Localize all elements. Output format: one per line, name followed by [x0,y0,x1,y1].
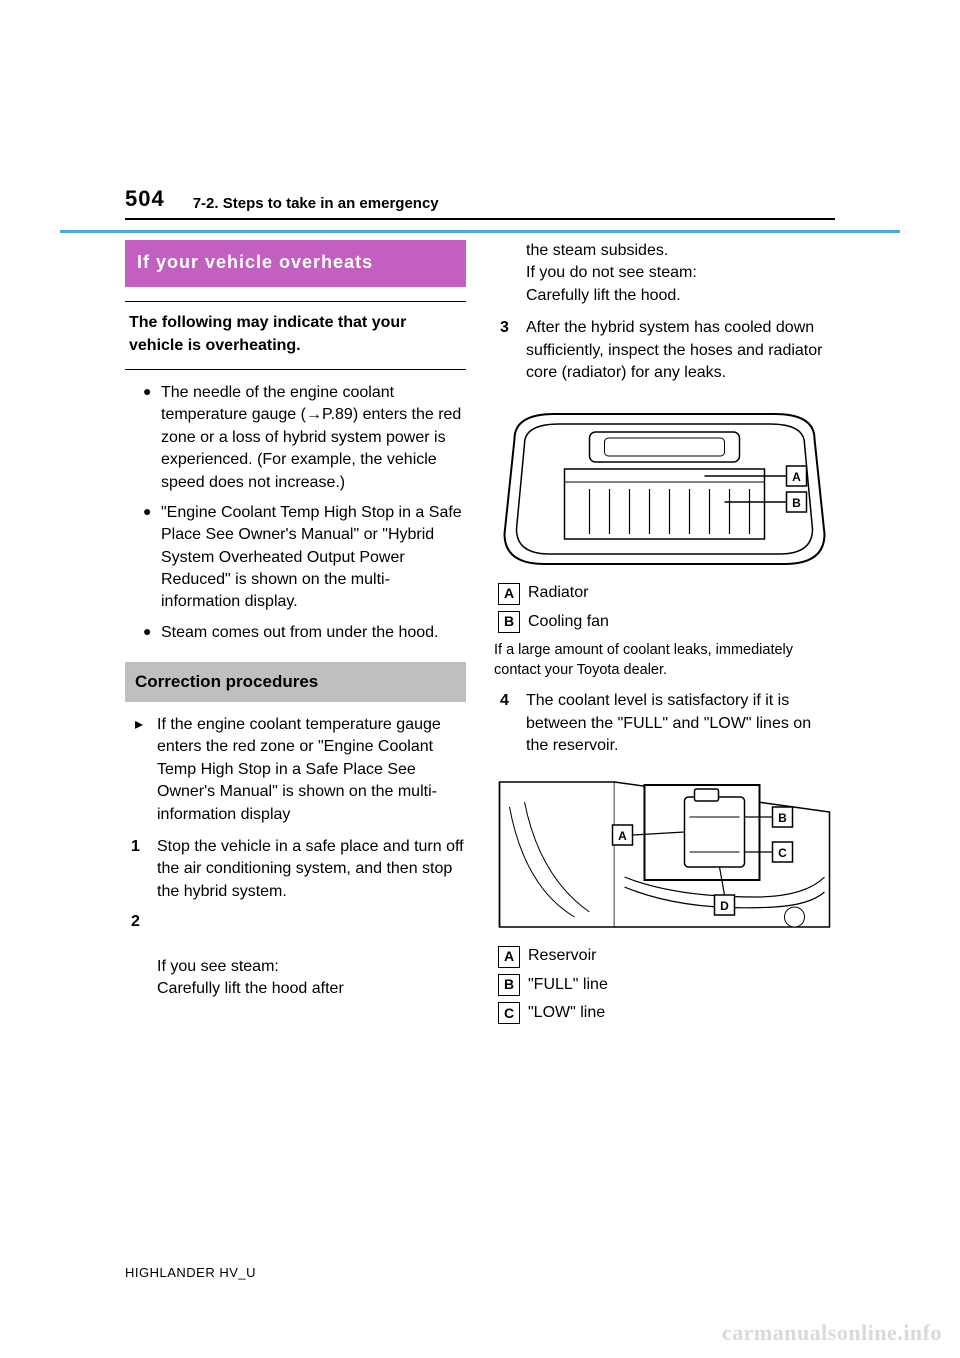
callout-box-letter: A [498,583,520,605]
reservoir-svg: A B C D [494,767,835,937]
step-4: 4 The coolant level is satisfactory if i… [494,690,835,757]
callout-label: Reservoir [528,945,596,967]
callout-box-letter: C [498,1002,520,1024]
leak-note: If a large amount of coolant leaks, imme… [494,641,835,680]
step-text: Stop the vehicle in a safe place and tur… [157,838,464,900]
callout-c2: C "LOW" line [494,1002,835,1024]
chapter-title: 7-2. Steps to take in an emergency [193,195,439,212]
step-number: 4 [500,690,509,712]
svg-text:B: B [778,811,787,825]
subheading-correction: Correction procedures [125,662,466,702]
step-3: 3 After the hybrid system has cooled dow… [494,317,835,384]
step-text: After the hybrid system has cooled down … [526,319,822,381]
step-number: 1 [131,836,140,858]
svg-text:A: A [618,829,627,843]
callout-box-letter: B [498,974,520,996]
callout-b: B Cooling fan [494,611,835,633]
page-header: 504 7-2. Steps to take in an emergency [125,186,835,220]
symptom-bullet: "Engine Coolant Temp High Stop in a Safe… [143,502,466,614]
callout-box-letter: B [498,611,520,633]
step-2: 2 If you see steam: Carefully lift the h… [125,911,466,1001]
intro-box: The following may indicate that your veh… [125,301,466,370]
callout-label: Radiator [528,582,588,604]
callout-a2: A Reservoir [494,945,835,967]
step-number: 2 [131,911,140,933]
page-number: 504 [125,186,165,212]
callout-label: "FULL" line [528,974,608,996]
section-title: If your vehicle overheats [125,240,466,287]
condition-item: If the engine coolant temperature gauge … [125,714,466,826]
symptom-bullet: Steam comes out from under the hood. [143,622,466,644]
callout-letter: A [792,470,801,484]
step-number: 3 [500,317,509,339]
callout-label: "LOW" line [528,1002,605,1024]
step-1: 1 Stop the vehicle in a safe place and t… [125,836,466,903]
two-column-layout: If your vehicle overheats The following … [125,240,835,1031]
figure-engine-bay: A B [494,394,835,574]
svg-text:D: D [720,899,729,913]
engine-bay-svg: A B [494,394,835,574]
page-content: 504 7-2. Steps to take in an emergency I… [125,186,835,1196]
callout-b2: B "FULL" line [494,974,835,996]
callout-a: A Radiator [494,582,835,604]
callout-label: Cooling fan [528,611,609,633]
figure-reservoir: A B C D [494,767,835,937]
condition-text: If the engine coolant temperature gauge … [157,716,441,823]
step-text: If you see steam: Carefully lift the hoo… [157,958,344,997]
right-column: the steam subsides. If you do not see st… [494,240,835,1031]
left-column: If your vehicle overheats The following … [125,240,466,1031]
step-text: The coolant level is satisfactory if it … [526,692,811,754]
callout-box-letter: A [498,946,520,968]
symptom-bullets: The needle of the engine coolant tempera… [125,382,466,644]
footer-model: HIGHLANDER HV_U [125,1265,256,1280]
symptom-bullet: The needle of the engine coolant tempera… [143,382,466,494]
svg-text:C: C [778,846,787,860]
callout-letter: B [792,496,801,510]
step-2-continued: the steam subsides. If you do not see st… [494,240,835,307]
watermark: carmanualsonline.info [722,1320,942,1346]
